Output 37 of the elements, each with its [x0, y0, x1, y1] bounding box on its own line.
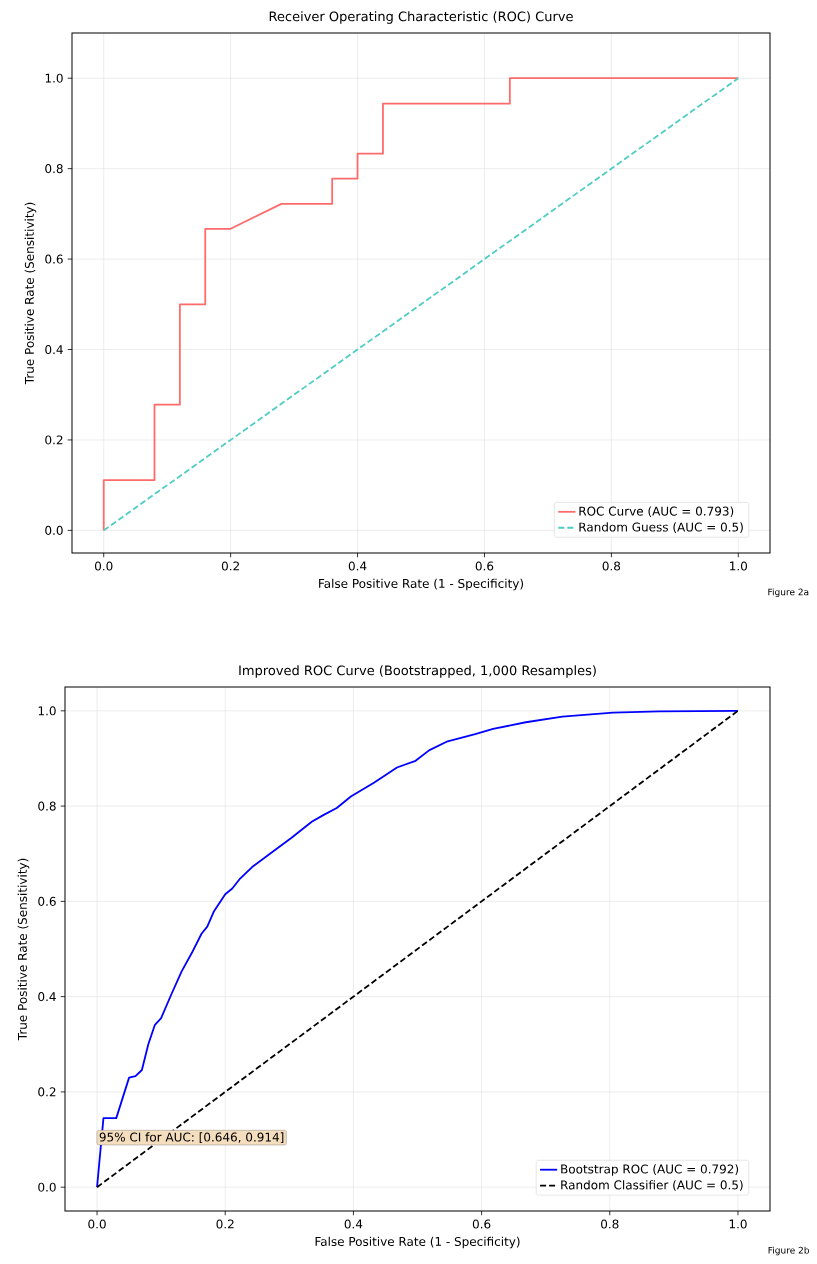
y-tick-label: 1.0 [45, 73, 63, 83]
y-tick-label: 0.2 [45, 435, 63, 445]
legend-label: Random Guess (AUC = 0.5) [579, 522, 743, 533]
x-axis-title: False Positive Rate (1 - Specificity) [319, 578, 524, 591]
annotation: 95% CI for AUC: [0.646, 0.914] [99, 1132, 284, 1143]
x-tick-label: 1.0 [730, 561, 748, 571]
caption: Figure 2a [768, 588, 809, 598]
y-tick-label: 0.8 [38, 801, 56, 811]
y-tick-label: 0.8 [45, 164, 63, 174]
y-tick-label: 0.6 [38, 896, 56, 906]
x-tick-label: 0.0 [88, 1219, 106, 1229]
x-tick-label: 1.0 [729, 1219, 747, 1229]
legend-label: Bootstrap ROC (AUC = 0.792) [561, 1164, 739, 1176]
x-tick-label: 0.2 [221, 561, 239, 571]
caption: Figure 2b [768, 1246, 810, 1256]
legend-label: ROC Curve (AUC = 0.793) [579, 506, 734, 518]
chart-title: Receiver Operating Characteristic (ROC) Curve [269, 11, 573, 24]
y-tick-label: 0.6 [45, 254, 63, 264]
y-tick-label: 0.4 [38, 992, 56, 1002]
x-tick-label: 0.4 [344, 1219, 363, 1229]
x-axis-title: False Positive Rate (1 - Specificity) [315, 1236, 520, 1249]
x-tick-label: 0.6 [475, 561, 494, 571]
x-tick-label: 0.8 [602, 561, 621, 571]
x-tick-label: 0.2 [216, 1219, 234, 1229]
x-tick-label: 0.6 [472, 1219, 491, 1229]
y-tick-label: 0.0 [38, 1182, 56, 1192]
legend-label: Random Classifier (AUC = 0.5) [561, 1180, 743, 1191]
y-axis-title: True Positive Rate (Sensitivity) [24, 202, 37, 385]
x-tick-label: 0.0 [94, 561, 113, 571]
x-tick-label: 0.4 [348, 561, 367, 571]
y-axis-title: True Positive Rate (Sensitivity) [17, 858, 30, 1041]
chart-title: Improved ROC Curve (Bootstrapped, 1,000 Resamples) [239, 665, 596, 678]
y-tick-label: 1.0 [38, 706, 56, 716]
y-tick-label: 0.2 [38, 1087, 56, 1097]
y-tick-label: 0.4 [45, 344, 63, 355]
y-tick-label: 0.0 [45, 525, 63, 535]
x-tick-label: 0.8 [601, 1219, 619, 1229]
